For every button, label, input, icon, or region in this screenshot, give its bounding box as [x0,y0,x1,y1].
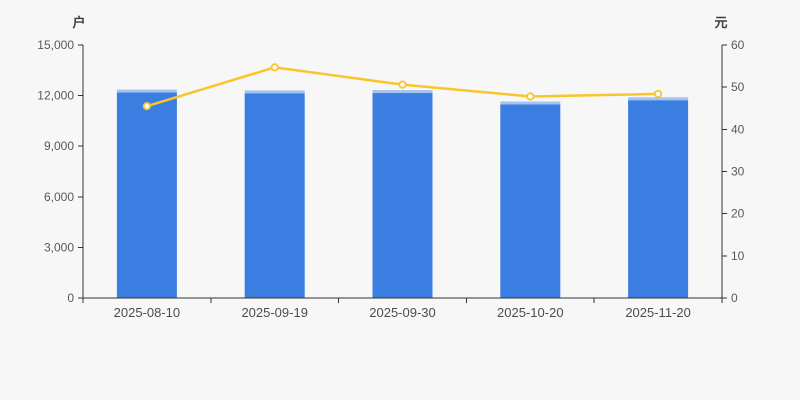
x-axis-category-label: 2025-11-20 [625,305,691,320]
right-axis-tick-label: 60 [731,38,745,52]
left-axis-tick-label: 12,000 [37,89,74,103]
bar[interactable] [116,89,177,298]
x-axis-category-label: 2025-09-19 [241,305,308,320]
right-axis-name: 元 [714,15,727,30]
bar[interactable] [372,90,433,298]
bar[interactable] [628,97,689,298]
bar[interactable] [500,101,561,299]
left-axis-tick-label: 3,000 [44,240,74,254]
line-point-marker[interactable] [142,102,151,111]
labels-layer: 15,000 12,000 9,000 6,000 3,000 0 60 50 40 30 20 10… [37,38,744,320]
left-axis-tick-label: 9,000 [44,139,74,153]
right-axis-tick-label: 40 [731,122,745,136]
left-axis-tick-label: 0 [67,291,74,305]
left-axis-name: 户 [72,15,85,30]
right-axis-tick-label: 0 [731,291,738,305]
left-axis-tick-label: 6,000 [44,190,74,204]
right-axis-tick-label: 20 [731,207,745,221]
x-axis-category-label: 2025-09-30 [369,305,436,320]
line-layer [142,63,663,111]
right-axis-tick-label: 10 [731,249,745,263]
x-axis-category-label: 2025-10-20 [497,305,564,320]
x-axis-category-label: 2025-08-10 [114,305,181,320]
right-axis-tick-label: 30 [731,165,745,179]
left-axis-tick-label: 15,000 [37,38,74,52]
line-point-marker[interactable] [270,63,279,72]
line-point-marker[interactable] [526,92,535,101]
line-point-marker[interactable] [653,89,663,99]
axes-layer [78,44,727,303]
bar[interactable] [244,90,305,298]
right-axis-tick-label: 50 [731,80,745,94]
bars-layer [116,89,689,299]
line-point-marker[interactable] [398,80,407,89]
